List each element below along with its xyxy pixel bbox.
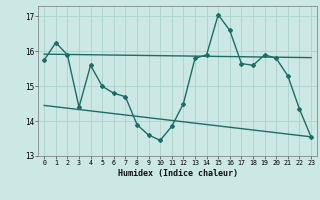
X-axis label: Humidex (Indice chaleur): Humidex (Indice chaleur) xyxy=(118,169,238,178)
